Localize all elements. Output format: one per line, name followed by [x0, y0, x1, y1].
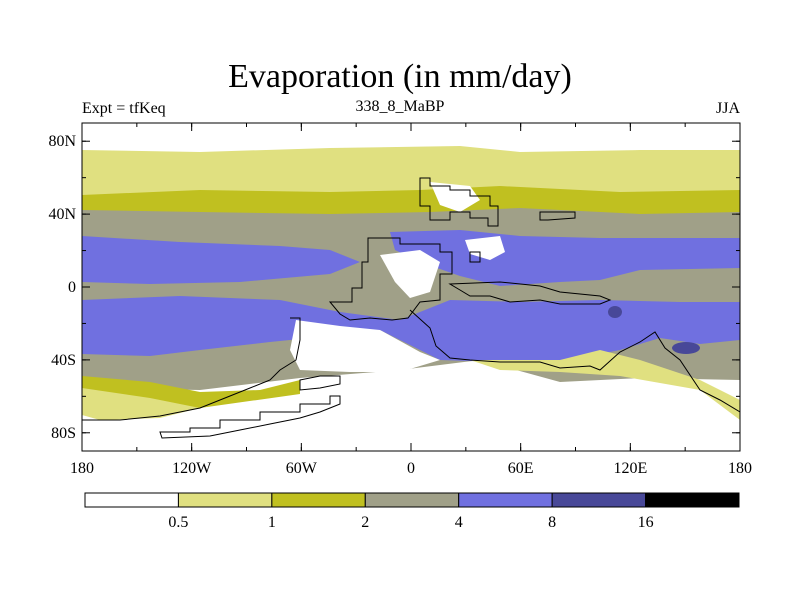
coastline-africa	[328, 237, 453, 321]
lon-tick-label: 60W	[286, 460, 318, 477]
lat-tick-label: 0	[68, 279, 76, 296]
colorbar-swatch	[271, 492, 366, 508]
lat-tick-label: 40S	[51, 352, 76, 369]
coastline-north-continent	[419, 177, 499, 227]
colorbar-level-label: 0.5	[168, 514, 188, 531]
coastline-small-2	[469, 251, 481, 263]
field-band-blue-south	[82, 296, 740, 362]
colorbar-swatch	[177, 492, 273, 508]
field-band-lightyellow-east	[470, 350, 740, 420]
lon-tick-label: 120E	[613, 460, 647, 477]
map-title: Evaporation (in mm/day)	[228, 58, 572, 95]
experiment-label: Expt = tfKeq	[82, 100, 166, 117]
field-patch-white-antarctic	[120, 400, 360, 451]
field-patch-darkblue-1	[608, 306, 622, 318]
colorbar-level-label: 4	[455, 514, 463, 531]
colorbar: 0.5 1 2 4 8 16	[84, 492, 740, 531]
lon-tick-label: 180	[728, 460, 752, 477]
coastline-antarctic-1	[159, 395, 341, 439]
field-patch-white-africa	[380, 250, 440, 298]
colorbar-swatch	[645, 492, 740, 508]
field-patch-darkblue-2	[672, 342, 700, 354]
coastline-southeast	[409, 309, 740, 413]
map-field	[82, 123, 740, 451]
lat-tick-label: 80N	[48, 133, 76, 150]
season-label: JJA	[715, 100, 740, 117]
field-patch-white-south-america	[290, 320, 440, 372]
colorbar-swatch	[364, 492, 460, 508]
lat-tick-label: 80S	[51, 425, 76, 442]
field-patch-white-asia	[465, 236, 505, 260]
coastline-south-america	[82, 317, 301, 421]
field-band-lightyellow-south	[82, 388, 200, 420]
coastline-small-1	[539, 211, 576, 221]
colorbar-swatch	[551, 492, 647, 508]
lat-tick-label: 40N	[48, 206, 76, 223]
lon-tick-label: 0	[407, 460, 415, 477]
colorbar-level-label: 8	[548, 514, 556, 531]
colorbar-level-label: 16	[638, 514, 654, 531]
colorbar-swatch	[458, 492, 553, 508]
field-band-blue-north	[82, 236, 360, 284]
colorbar-level-label: 2	[361, 514, 369, 531]
colorbar-swatch	[84, 492, 179, 508]
coastline-asia	[448, 281, 612, 305]
lon-tick-label: 120W	[172, 460, 212, 477]
lon-tick-label: 180	[70, 460, 94, 477]
lon-tick-label: 60E	[508, 460, 534, 477]
colorbar-level-label: 1	[268, 514, 276, 531]
time-label: 338_8_MaBP	[355, 98, 445, 115]
axis-ticks: 80N 40N 0 40S 80S 180 120W 60W 0 60E 120E 180	[48, 123, 752, 477]
coastline-antarctic-2	[299, 375, 341, 391]
